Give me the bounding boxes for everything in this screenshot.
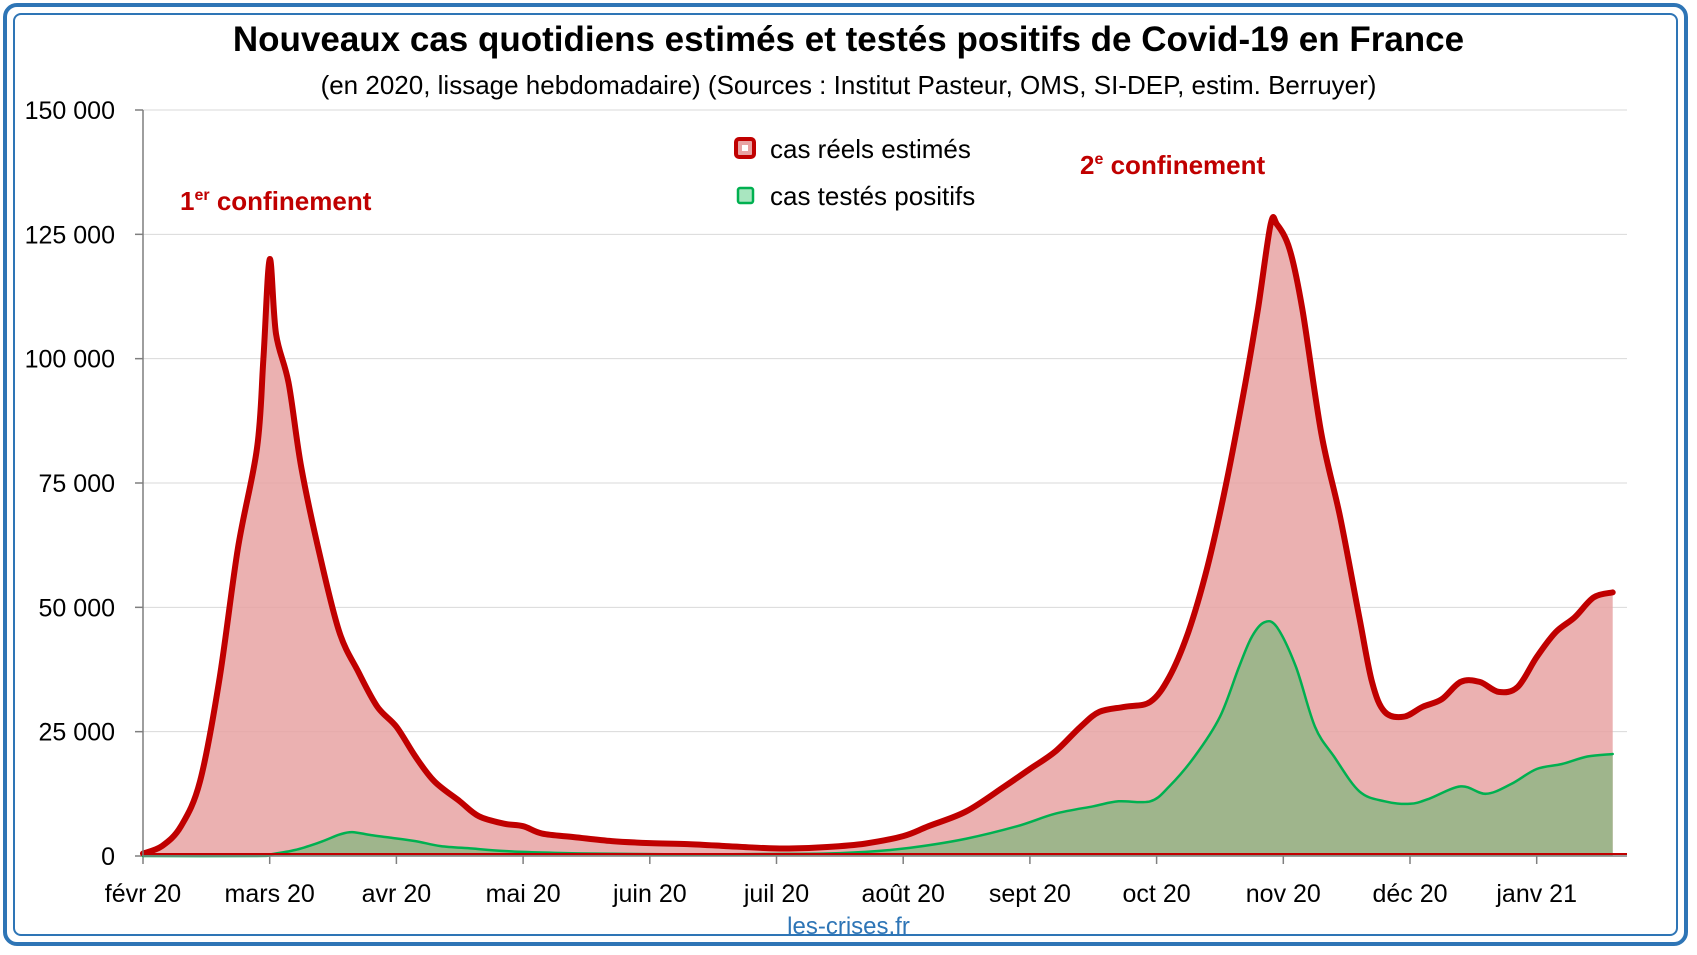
axes bbox=[142, 110, 1627, 857]
annotation-second-lockdown: 2e confinement bbox=[1080, 150, 1266, 180]
y-tick-label: 100 000 bbox=[25, 346, 115, 374]
annotation-first-prefix: 1 bbox=[180, 186, 194, 216]
annotation-first-text: confinement bbox=[210, 186, 372, 216]
y-tick-label: 50 000 bbox=[39, 594, 115, 622]
x-tick-label: avr 20 bbox=[362, 880, 431, 908]
x-tick-label: août 20 bbox=[861, 880, 944, 908]
x-tick-label: févr 20 bbox=[105, 880, 181, 908]
x-tick-label: janv 21 bbox=[1495, 880, 1577, 908]
x-tick-label: juin 20 bbox=[612, 880, 687, 908]
y-tick-label: 25 000 bbox=[39, 719, 115, 747]
x-tick-label: juil 20 bbox=[743, 880, 809, 908]
annotation-first-lockdown: 1er confinement bbox=[180, 186, 372, 216]
x-tick-label: sept 20 bbox=[989, 880, 1071, 908]
x-tick-label: mars 20 bbox=[225, 880, 315, 908]
annotation-second-sup: e bbox=[1094, 151, 1103, 168]
y-tick-label: 150 000 bbox=[25, 97, 115, 125]
legend: cas réels estimés cas testés positifs bbox=[734, 134, 975, 211]
x-tick-label: déc 20 bbox=[1372, 880, 1447, 908]
series-line-estimated bbox=[140, 214, 1616, 857]
legend-swatch-tested bbox=[736, 186, 755, 205]
annotation-first-sup: er bbox=[194, 187, 209, 204]
source-credit: les-crises.fr bbox=[787, 913, 910, 940]
legend-label-estimated: cas réels estimés bbox=[770, 134, 971, 164]
series-areas bbox=[140, 214, 1616, 858]
y-tick-label: 125 000 bbox=[25, 221, 115, 249]
legend-label-tested: cas testés positifs bbox=[770, 181, 975, 211]
legend-swatch-estimated-inner bbox=[742, 145, 748, 151]
x-tick-label: mai 20 bbox=[486, 880, 561, 908]
y-tick-label: 75 000 bbox=[39, 470, 115, 498]
y-tick-labels: 0 25 000 50 000 75 000 100 000 125 000 150 000 bbox=[25, 97, 115, 871]
y-tick-label: 0 bbox=[101, 843, 115, 871]
annotation-second-text: confinement bbox=[1103, 150, 1265, 180]
series-line-tested bbox=[141, 619, 1614, 858]
series-area-estimated bbox=[143, 217, 1613, 856]
annotation-second-prefix: 2 bbox=[1080, 150, 1094, 180]
x-tick-label: oct 20 bbox=[1123, 880, 1191, 908]
x-tick-labels: févr 20 mars 20 avr 20 mai 20 juin 20 juil 20… bbox=[105, 880, 1577, 908]
chart-title: Nouveaux cas quotidiens estimés et testé… bbox=[232, 20, 1465, 59]
chart-frame-inner bbox=[13, 13, 1678, 936]
x-tick-label: nov 20 bbox=[1246, 880, 1321, 908]
series-area-tested bbox=[143, 621, 1613, 857]
chart-subtitle: (en 2020, lissage hebdomadaire) (Sources… bbox=[320, 70, 1377, 100]
